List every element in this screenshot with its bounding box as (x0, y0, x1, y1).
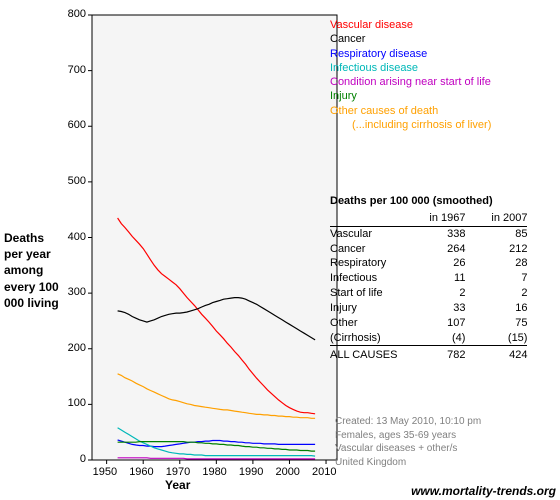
legend-item-other: Other causes of death (330, 104, 491, 118)
legend-item-vascular: Vascular disease (330, 18, 491, 32)
legend-item-startoflife: Condition arising near start of life (330, 75, 491, 89)
y-tick-label: 400 (68, 231, 86, 243)
y-tick-label: 100 (68, 397, 86, 409)
mortality-chart-page: { "chart": { "type": "line", "plot": { "… (0, 0, 560, 500)
x-tick-label: 1980 (202, 466, 226, 478)
y-tick-label: 800 (68, 8, 86, 20)
x-tick-label: 2000 (275, 466, 299, 478)
summary-table: Deaths per 100 000 (smoothed) in 1967in … (330, 194, 527, 363)
y-tick-label: 700 (68, 64, 86, 76)
x-axis-title: Year (165, 478, 190, 492)
meta-cohort: Females, ages 35-69 years (335, 429, 481, 443)
legend: Vascular diseaseCancerRespiratory diseas… (330, 18, 491, 132)
metadata-block: Created: 13 May 2010, 10:10 pm Females, … (335, 415, 481, 469)
meta-causes: Vascular diseases + other/s (335, 442, 481, 456)
legend-item-infectious: Infectious disease (330, 61, 491, 75)
meta-region: United Kingdom (335, 456, 481, 470)
x-tick-label: 2010 (312, 466, 336, 478)
legend-item-cirrhosis-note: (...including cirrhosis of liver) (330, 118, 491, 132)
legend-item-cancer: Cancer (330, 32, 491, 46)
meta-created: Created: 13 May 2010, 10:10 pm (335, 415, 481, 429)
y-tick-label: 600 (68, 119, 86, 131)
x-tick-label: 1970 (166, 466, 190, 478)
x-tick-label: 1960 (129, 466, 153, 478)
y-axis-title: Deaths per year among every 100 000 livi… (4, 230, 59, 311)
y-tick-label: 0 (80, 453, 86, 465)
legend-item-respiratory: Respiratory disease (330, 47, 491, 61)
table-title: Deaths per 100 000 (smoothed) (330, 194, 527, 209)
y-tick-label: 300 (68, 286, 86, 298)
line-chart (62, 10, 342, 478)
x-tick-label: 1950 (93, 466, 117, 478)
source-url: www.mortality-trends.org (411, 484, 556, 498)
y-tick-label: 500 (68, 175, 86, 187)
legend-item-injury: Injury (330, 89, 491, 103)
y-tick-label: 200 (68, 342, 86, 354)
x-tick-label: 1990 (239, 466, 263, 478)
